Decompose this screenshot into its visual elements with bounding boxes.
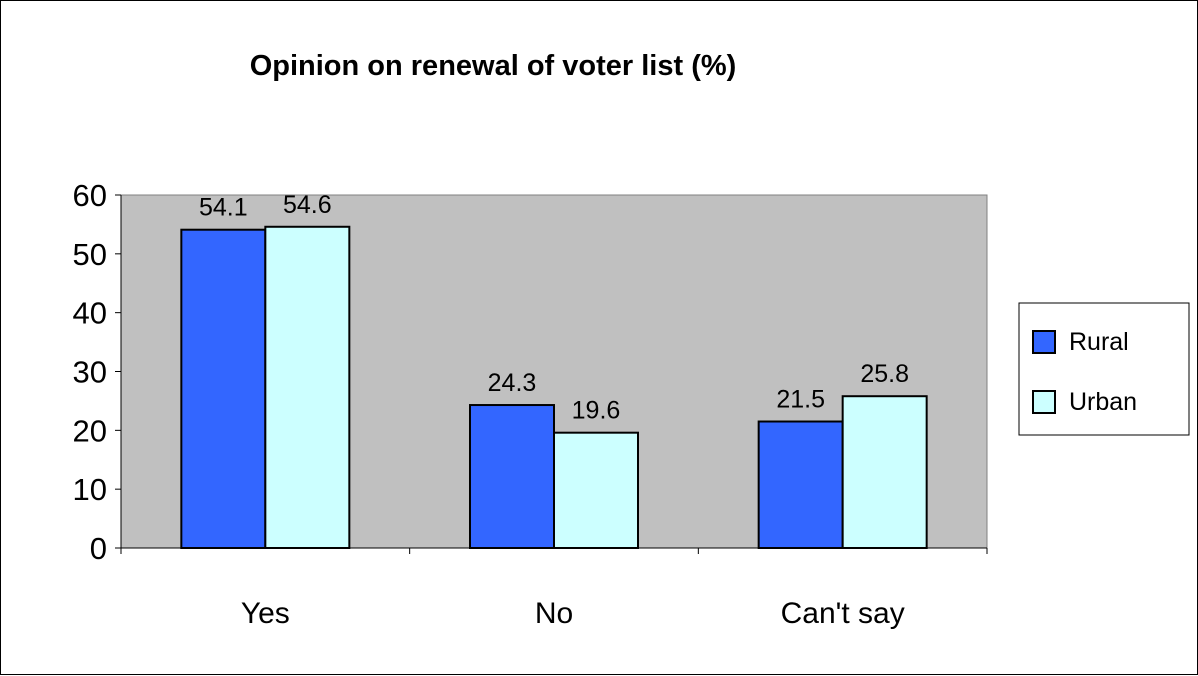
bar-rural <box>180 228 267 549</box>
bar-urban <box>553 431 639 550</box>
bar-urban <box>841 395 928 549</box>
x-tick-label: Can't say <box>781 597 905 630</box>
legend-swatch <box>1032 330 1056 354</box>
data-label: 54.1 <box>199 194 248 222</box>
chart-title: Opinion on renewal of voter list (%) <box>250 50 737 82</box>
y-tick-label: 40 <box>73 296 107 331</box>
legend-label: Urban <box>1069 388 1137 416</box>
y-tick-label: 20 <box>73 413 107 448</box>
data-label: 25.8 <box>860 360 909 388</box>
data-label: 24.3 <box>488 369 537 397</box>
data-label: 19.6 <box>572 397 621 425</box>
legend-label: Rural <box>1069 328 1129 356</box>
bar-rural <box>469 404 555 549</box>
x-tick-label: Yes <box>241 597 290 630</box>
legend: Rural Urban <box>1018 302 1190 436</box>
data-label: 21.5 <box>776 386 825 414</box>
data-label: 54.6 <box>283 191 332 219</box>
y-tick-label: 10 <box>73 472 107 507</box>
y-tick-label: 60 <box>73 178 107 213</box>
bar-urban <box>264 225 351 550</box>
legend-swatch <box>1032 390 1056 414</box>
bar-rural <box>757 420 844 549</box>
axes: 0 10 20 30 40 50 60 Yes No Can't say <box>73 178 988 630</box>
y-tick-label: 50 <box>73 237 107 272</box>
data-labels: 54.1 24.3 21.5 54.6 19.6 25.8 <box>199 191 909 425</box>
y-tick-label: 30 <box>73 355 107 390</box>
bars <box>180 225 928 550</box>
y-tick-label: 0 <box>90 531 107 566</box>
x-tick-label: No <box>535 597 573 630</box>
